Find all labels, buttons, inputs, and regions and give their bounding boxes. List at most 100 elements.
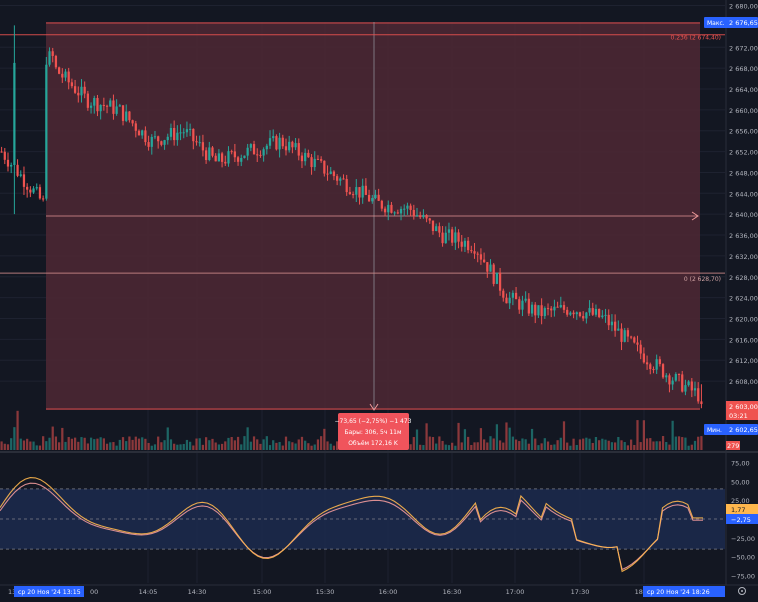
- candle-body: [83, 86, 86, 94]
- volume-bar: [697, 436, 700, 450]
- candle-body: [54, 55, 58, 68]
- volume-bar: [661, 436, 665, 450]
- candle-body: [105, 105, 109, 107]
- volume-bar: [304, 440, 307, 450]
- candle-body: [588, 308, 591, 313]
- volume-bar: [3, 443, 6, 450]
- volume-bar: [83, 437, 86, 450]
- candle-body: [383, 208, 387, 213]
- candle-body: [614, 321, 617, 331]
- candle-body: [658, 359, 661, 365]
- time-axis-fragment: 13: [8, 588, 16, 596]
- candle-body: [201, 142, 205, 151]
- time-axis-background: [0, 585, 758, 598]
- candle-body: [64, 71, 67, 78]
- candle-body: [51, 51, 54, 56]
- candle-body: [636, 342, 639, 345]
- candle-body: [399, 208, 403, 214]
- volume-bar: [201, 444, 205, 450]
- candle-body: [246, 147, 249, 156]
- candles: [0, 25, 703, 409]
- measure-arrow-down: [369, 403, 379, 411]
- candle-body: [582, 316, 585, 319]
- candle-body: [291, 141, 294, 148]
- volume-bar: [220, 443, 224, 450]
- volume-bar: [57, 442, 61, 450]
- volume-bar: [639, 442, 642, 450]
- candle-body: [575, 312, 578, 315]
- candle-body: [562, 305, 566, 310]
- volume-bar: [169, 439, 173, 450]
- candle-body: [498, 272, 502, 291]
- candle-body: [192, 128, 195, 142]
- volume-bar: [313, 444, 316, 450]
- time-end-badge: [643, 586, 725, 597]
- candle-body: [61, 73, 64, 78]
- volume-bar: [275, 442, 278, 450]
- volume-bar: [182, 444, 185, 450]
- candle-body: [278, 137, 281, 150]
- volume-bar: [633, 444, 636, 450]
- volume-bar: [534, 438, 537, 450]
- candle-body: [160, 141, 163, 145]
- candle-body: [425, 214, 428, 219]
- candle-body: [109, 100, 112, 107]
- volume-bar: [527, 443, 530, 450]
- candle-body: [304, 152, 307, 162]
- candle-body: [447, 229, 451, 233]
- volume-bar: [26, 438, 29, 450]
- volume-bar: [272, 440, 275, 450]
- time-axis-tick-label: 14:30: [188, 588, 207, 596]
- max-price-badge: [704, 17, 758, 28]
- candle-body: [102, 104, 105, 106]
- candle-body: [479, 254, 483, 260]
- volume-bar: [540, 443, 543, 450]
- volume-bar: [617, 437, 620, 450]
- volume-bar: [19, 438, 22, 450]
- volume-bar: [681, 437, 684, 450]
- candle-body: [125, 111, 128, 121]
- candle-body: [195, 141, 198, 143]
- volume-bar: [236, 436, 240, 450]
- candle-body: [300, 155, 304, 162]
- candle-body: [687, 381, 690, 386]
- volume-bar: [441, 440, 444, 450]
- candle-body: [361, 185, 364, 198]
- volume-bar: [198, 438, 201, 450]
- candle-body: [316, 158, 320, 160]
- volume-bar: [89, 437, 93, 450]
- time-axis-tick-label: 16:30: [443, 588, 462, 596]
- oscillator-value-a-badge: [726, 504, 758, 514]
- max-label: Макс.: [707, 20, 725, 27]
- volume-bar: [415, 429, 419, 450]
- volume-bar: [307, 443, 310, 450]
- candle-body: [502, 290, 505, 298]
- candle-body: [272, 136, 275, 139]
- price-axis-tick-label: 2 648,00: [729, 169, 758, 177]
- candle-body: [323, 160, 326, 174]
- candle-body: [345, 178, 348, 193]
- candle-body: [559, 305, 562, 308]
- price-axis-tick-label: 2 636,00: [729, 232, 758, 240]
- candle-body: [700, 401, 703, 405]
- settings-icon[interactable]: [738, 587, 746, 595]
- candle-body: [371, 198, 374, 202]
- candle-body: [470, 250, 473, 252]
- candle-body: [642, 353, 646, 363]
- volume-bar: [160, 442, 163, 450]
- candle-body: [240, 158, 243, 162]
- volume-bar: [332, 445, 336, 450]
- candle-body: [256, 154, 259, 156]
- candle-body: [556, 306, 559, 308]
- candle-body: [661, 364, 665, 378]
- candle-body: [441, 232, 444, 244]
- candle-body: [22, 174, 26, 187]
- volume-bar: [173, 443, 176, 450]
- volume-bar: [566, 442, 569, 450]
- price-axis-tick-label: 2 660,00: [729, 107, 758, 115]
- volume-bar: [77, 441, 80, 450]
- candle-body: [67, 71, 70, 83]
- candle-body: [617, 328, 620, 331]
